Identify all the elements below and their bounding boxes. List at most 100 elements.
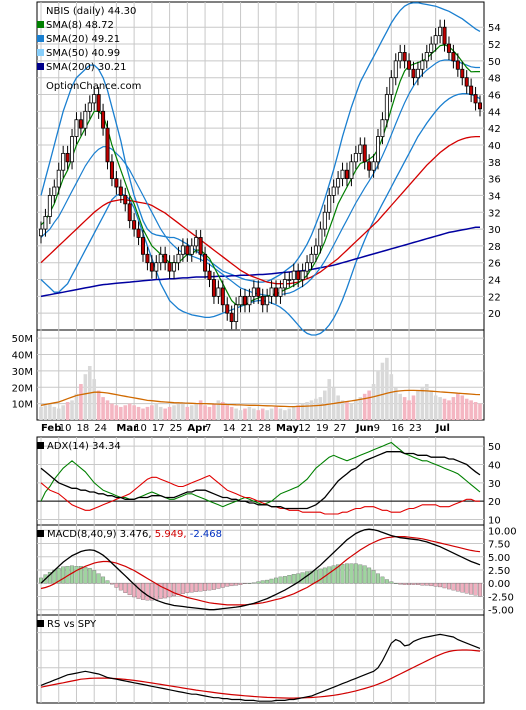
candle-body-98 bbox=[473, 94, 478, 104]
legend-sma8: SMA(8) 48.72 bbox=[37, 20, 114, 31]
candle-body-38 bbox=[207, 270, 212, 280]
price-y-tick-17: 54 bbox=[488, 23, 501, 34]
volume-bar-26 bbox=[154, 403, 159, 420]
volume-bar-39 bbox=[212, 403, 216, 420]
macd-hist-bar-42 bbox=[225, 583, 230, 587]
candle-body-20 bbox=[127, 203, 132, 222]
candle-body-62 bbox=[313, 245, 318, 255]
macd-y-tick-0: 10.00 bbox=[488, 526, 517, 537]
volume-bar-96 bbox=[464, 398, 469, 420]
sma50-line bbox=[40, 135, 480, 285]
rs-legend: RS vs SPY bbox=[37, 619, 97, 630]
macd-hist-bar-36 bbox=[198, 583, 203, 592]
macd-hist-bar-38 bbox=[207, 583, 212, 591]
candle-body-9 bbox=[78, 119, 83, 129]
x-tick-label-3: 24 bbox=[94, 423, 107, 434]
volume-bar-1 bbox=[43, 405, 48, 420]
candle-body-33 bbox=[185, 245, 190, 255]
candle-body-2 bbox=[47, 195, 52, 217]
candle-body-72 bbox=[358, 144, 363, 154]
candle-body-57 bbox=[291, 270, 296, 280]
x-tick-label-10: 14 bbox=[223, 423, 236, 434]
macd-y-tick-6: -5.00 bbox=[488, 606, 514, 617]
legend-swatch-macd bbox=[37, 530, 44, 537]
x-tick-label-6: 17 bbox=[152, 423, 165, 434]
volume-bar-41 bbox=[221, 402, 225, 420]
macd-hist-bar-13 bbox=[96, 573, 101, 584]
candle-body-81 bbox=[398, 52, 403, 62]
macd-hist-bar-61 bbox=[309, 570, 314, 584]
macd-hist-bar-80 bbox=[393, 583, 398, 584]
volume-bar-95 bbox=[460, 395, 465, 420]
candle-body-91 bbox=[442, 26, 447, 45]
sma200-line bbox=[40, 226, 480, 298]
macd-hist-bar-63 bbox=[318, 568, 323, 584]
candle-body-35 bbox=[194, 237, 199, 247]
candle-body-97 bbox=[469, 85, 474, 95]
macd-hist-bar-39 bbox=[211, 583, 216, 590]
macd-hist-bar-2 bbox=[47, 571, 52, 584]
data-layer bbox=[37, 2, 484, 702]
macd-signal-line bbox=[40, 535, 481, 606]
legend-swatch-sma8 bbox=[37, 21, 44, 28]
volume-bar-70 bbox=[349, 403, 354, 420]
macd-hist-bar-41 bbox=[220, 583, 225, 588]
volume-bar-28 bbox=[163, 408, 167, 420]
candle-body-14 bbox=[101, 110, 106, 129]
candle-body-87 bbox=[424, 52, 429, 62]
legend-label-sma200: SMA(200) 30.21 bbox=[46, 62, 127, 73]
candle-body-11 bbox=[87, 102, 92, 112]
macd-hist-bar-5 bbox=[61, 566, 66, 584]
macd-title: MACD(8,40,9) 3.476, 5.949, -2.468 bbox=[47, 529, 222, 540]
adx-y-tick-1: 20 bbox=[488, 497, 501, 508]
candle-body-17 bbox=[114, 178, 119, 188]
macd-hist-bar-77 bbox=[380, 576, 385, 584]
volume-bar-31 bbox=[176, 403, 181, 420]
volume-bar-25 bbox=[150, 405, 154, 420]
macd-hist-bar-62 bbox=[313, 569, 318, 584]
price-y-tick-12: 44 bbox=[488, 107, 501, 118]
volume-bar-82 bbox=[402, 397, 407, 420]
candle-body-88 bbox=[429, 43, 434, 53]
macd-hist-bar-87 bbox=[424, 583, 429, 586]
macd-line bbox=[40, 528, 481, 611]
volume-bar-18 bbox=[119, 406, 123, 420]
macd-hist-bar-68 bbox=[340, 564, 345, 584]
macd-hist-bar-82 bbox=[402, 583, 407, 585]
macd-hist-bar-97 bbox=[469, 583, 474, 595]
candle-body-92 bbox=[446, 43, 451, 53]
candle-body-10 bbox=[83, 110, 88, 129]
price-y-tick-5: 30 bbox=[488, 225, 501, 236]
volume-bar-9 bbox=[79, 384, 83, 420]
macd-y-tick-4: 0.00 bbox=[488, 579, 510, 590]
volume-bar-36 bbox=[198, 400, 203, 420]
volume-bar-89 bbox=[433, 395, 438, 420]
volume-bar-86 bbox=[420, 387, 425, 420]
volume-bar-17 bbox=[114, 405, 119, 420]
macd-hist-bar-92 bbox=[447, 583, 451, 590]
macd-hist-bar-28 bbox=[163, 583, 168, 599]
candle-body-42 bbox=[225, 304, 230, 314]
price-y-tick-16: 52 bbox=[488, 40, 501, 51]
volume-bar-60 bbox=[305, 402, 309, 420]
macd-hist-bar-71 bbox=[353, 563, 358, 584]
x-tick-label-21: Jul bbox=[435, 423, 450, 434]
macd-hist-bar-58 bbox=[296, 573, 301, 584]
candle-body-0 bbox=[39, 228, 44, 237]
candle-body-66 bbox=[331, 186, 336, 196]
sma8-line bbox=[40, 44, 480, 306]
volume-bar-83 bbox=[407, 400, 411, 420]
macd-hist-bar-12 bbox=[92, 570, 97, 584]
price-y-tick-4: 28 bbox=[488, 242, 501, 253]
candle-body-60 bbox=[305, 262, 310, 272]
vol-y-tick-3: 40M bbox=[12, 351, 33, 362]
volume-bar-24 bbox=[145, 406, 150, 420]
candle-body-71 bbox=[353, 152, 358, 163]
macd-hist-bar-45 bbox=[238, 583, 243, 585]
macd-hist-bar-81 bbox=[398, 583, 403, 585]
price-y-tick-7: 34 bbox=[488, 191, 501, 202]
volume-bar-90 bbox=[438, 397, 442, 420]
volume-bar-30 bbox=[172, 405, 176, 420]
x-tick-label-17: Jun bbox=[355, 423, 374, 434]
macd-hist-bar-56 bbox=[287, 575, 292, 584]
